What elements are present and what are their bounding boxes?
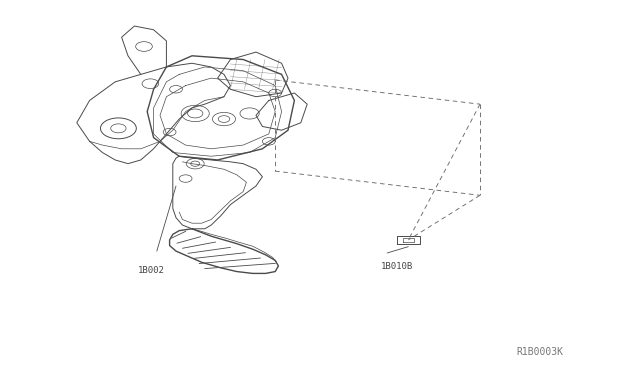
Text: R1B0003K: R1B0003K	[516, 347, 563, 357]
Text: 1B010B: 1B010B	[381, 262, 413, 271]
Text: 1B002: 1B002	[138, 266, 164, 275]
